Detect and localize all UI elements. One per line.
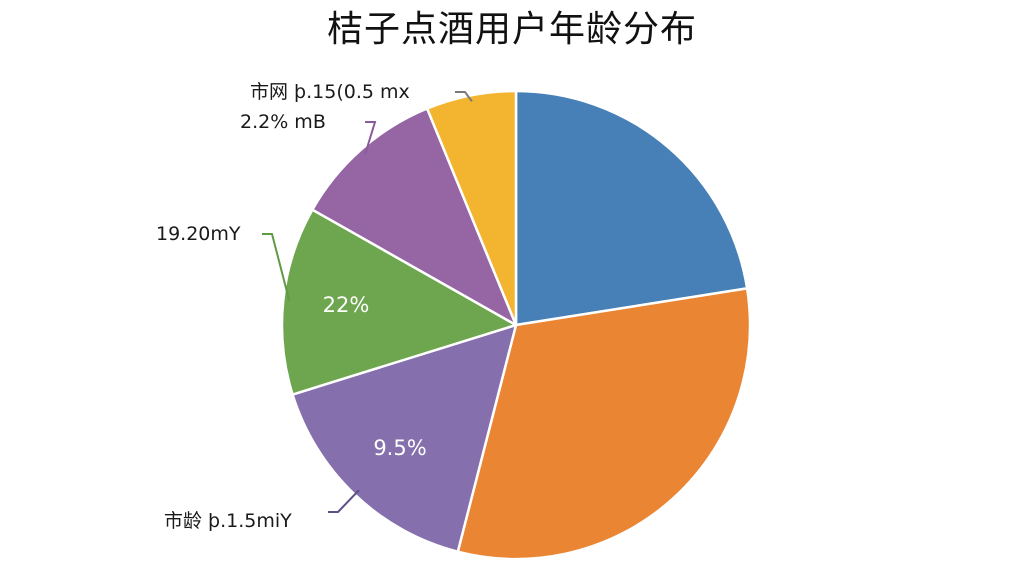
leader-line-1 [364,121,377,155]
pie-slice-1 [456,287,752,561]
slice-inner-label: 22% [323,293,370,317]
slice-inner-label: 9.5% [373,436,426,460]
leader-line-3 [328,489,360,513]
pie-slice-0 [514,89,749,327]
pie-slice-5 [425,89,518,327]
slice-callout-label: 19.20mY [156,223,241,245]
leader-line-0 [455,91,473,102]
slice-callout-label: 市龄 þ.1.5miY [164,510,292,532]
pie-slice-4 [311,107,518,327]
pie-slice-3 [280,208,518,396]
leader-line-2 [262,233,291,301]
slice-callout-label: 市网 þ.15(0.5 mx [250,81,410,103]
slice-callout-label: 2.2% mB [240,111,326,133]
chart-title: 桔子点酒用户年龄分布 [326,9,697,50]
